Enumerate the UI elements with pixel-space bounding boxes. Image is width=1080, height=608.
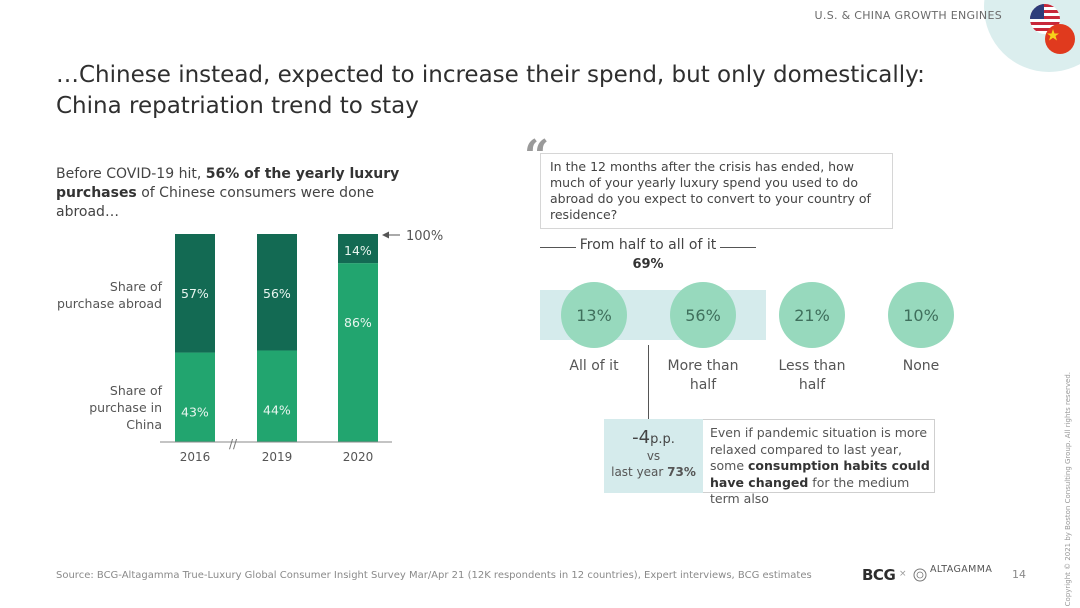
answer-circle-more-than-half: 56% — [670, 282, 736, 348]
bar-label-china-2019: 44% — [263, 402, 291, 417]
delta-last-year: last year 73% — [604, 464, 703, 480]
copyright-label: Copyright © 2021 by Boston Consulting Gr… — [1064, 372, 1072, 606]
answer-circle-less-than-half: 21% — [779, 282, 845, 348]
connector-line — [648, 345, 649, 419]
title-line-2: China repatriation trend to stay — [56, 91, 925, 122]
tick-label-2020: 2020 — [343, 450, 374, 464]
total-label: 100% — [406, 229, 443, 244]
stacked-bar-chart: 43% 57% 2016 44% 56% 2019 86% 14% 2020 // 100% — [160, 220, 470, 470]
bcg-logo: BCG — [862, 566, 895, 584]
answer-label-less-than-half: Less than half — [764, 357, 860, 395]
total-arrow-icon — [382, 232, 389, 239]
tick-label-2019: 2019 — [262, 450, 293, 464]
intro-text: Before COVID-19 hit, 56% of the yearly l… — [56, 165, 426, 222]
delta-vs: vs — [604, 448, 703, 464]
last-year-prefix: last year — [611, 465, 667, 479]
answer-label-more-than-half: More than half — [655, 357, 751, 395]
bar-label-china-2016: 43% — [181, 405, 209, 420]
bar-label-abroad-2019: 56% — [263, 286, 291, 301]
answer-label-all: All of it — [546, 357, 642, 376]
altagamma-logo-icon — [913, 567, 927, 586]
bar-china-2020 — [338, 263, 378, 442]
bar-label-china-2020: 86% — [344, 315, 372, 330]
bar-label-abroad-2020: 14% — [344, 243, 372, 258]
header-label: U.S. & CHINA GROWTH ENGINES — [815, 9, 1002, 22]
delta-unit: p.p. — [650, 432, 675, 447]
bar-china-2016 — [175, 353, 215, 442]
tick-label-2016: 2016 — [180, 450, 211, 464]
axis-break-symbol: // — [229, 437, 238, 451]
delta-number: -4 — [632, 427, 650, 448]
label-share-china: Share of purchase in China — [52, 382, 162, 433]
answer-label-none: None — [873, 357, 969, 376]
answer-circle-none: 10% — [888, 282, 954, 348]
bar-label-abroad-2016: 57% — [181, 286, 209, 301]
title-line-1: …Chinese instead, expected to increase t… — [56, 60, 925, 91]
page-title: …Chinese instead, expected to increase t… — [56, 60, 925, 122]
answer-circle-all: 13% — [561, 282, 627, 348]
page-number: 14 — [1012, 568, 1026, 581]
bar-china-2019 — [257, 350, 297, 442]
bracket-label: From half to all of it — [540, 237, 756, 253]
note-box: Even if pandemic situation is more relax… — [703, 419, 935, 493]
last-year-value: 73% — [667, 465, 696, 479]
label-share-abroad: Share of purchase abroad — [52, 278, 162, 312]
delta-box: -4p.p. vs last year 73% — [604, 419, 703, 493]
survey-question: In the 12 months after the crisis has en… — [540, 153, 893, 229]
delta-value: -4p.p. — [604, 427, 703, 448]
footer-source: Source: BCG-Altagamma True-Luxury Global… — [56, 570, 812, 581]
bracket-value: 69% — [540, 257, 756, 272]
logo-cross: × — [899, 569, 907, 579]
altagamma-logo: ALTAGAMMA — [930, 564, 992, 575]
china-flag-icon — [1045, 24, 1075, 54]
intro-part-1: Before COVID-19 hit, — [56, 166, 206, 182]
